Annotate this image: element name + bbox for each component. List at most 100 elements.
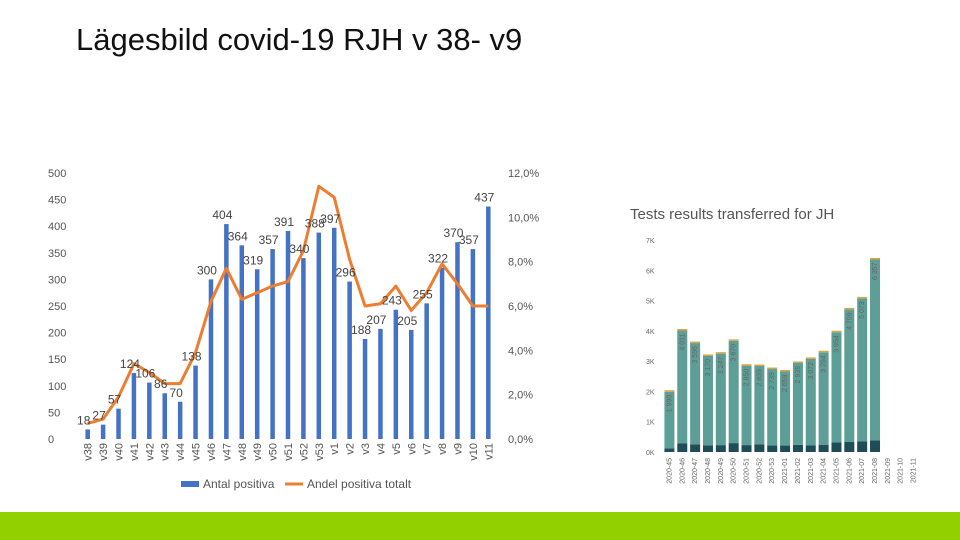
side-bar-cap (767, 367, 778, 370)
side-x-tick-label: 2021-09 (885, 458, 892, 484)
y-left-tick-label: 50 (48, 407, 60, 419)
side-bar-value-label: 3 670 (731, 344, 738, 362)
bar-data-label: 364 (228, 229, 248, 243)
bar-data-label: 70 (169, 386, 183, 400)
side-y-tick-label: 4K (646, 329, 655, 336)
side-x-tick-label: 2021-11 (911, 458, 918, 483)
bar-data-label: 243 (382, 294, 402, 308)
side-bar-total (690, 343, 701, 445)
side-x-tick-label: 2021-06 (846, 458, 853, 484)
bar-antal-positiva (208, 279, 214, 439)
side-y-tick-label: 1K (646, 420, 655, 427)
side-bar-positive (844, 442, 855, 452)
bar-data-label: 255 (413, 287, 433, 301)
bar-data-label: 27 (92, 409, 106, 423)
side-bar-cap (831, 330, 842, 333)
bar-antal-positiva (362, 338, 368, 439)
y-right-tick-label: 4,0% (508, 345, 533, 357)
bar-antal-positiva (100, 424, 106, 439)
bar-data-label: 397 (320, 212, 340, 226)
bar-antal-positiva (439, 267, 445, 439)
side-bar-total (664, 391, 675, 449)
side-bar-value-label: 6 357 (872, 262, 879, 280)
bar-data-label: 404 (212, 208, 232, 222)
side-bar-cap (780, 369, 791, 372)
y-left-tick-label: 350 (48, 248, 66, 260)
bar-data-label: 138 (182, 350, 202, 364)
side-bar-cap (690, 341, 701, 344)
side-bar-value-label: 5 073 (859, 301, 866, 319)
bar-antal-positiva (270, 249, 275, 439)
side-bar-total (805, 358, 816, 446)
side-bar-positive (664, 448, 675, 452)
bar-antal-positiva (239, 245, 245, 439)
side-bar-value-label: 3 294 (821, 355, 828, 373)
side-x-tick-label: 2020-47 (692, 458, 699, 484)
x-tick-label: v9 (452, 443, 464, 455)
side-x-tick-label: 2021-07 (859, 458, 866, 484)
side-bar-total (715, 353, 726, 446)
x-tick-label: v4 (375, 443, 387, 455)
bar-data-label: 357 (459, 233, 479, 247)
side-bar-total (741, 365, 752, 446)
bar-antal-positiva (147, 382, 152, 439)
side-x-tick-label: 2021-05 (833, 458, 840, 484)
side-bar-value-label: 3 247 (718, 357, 725, 375)
bar-antal-positiva (393, 309, 399, 439)
x-tick-label: v38 (83, 443, 95, 461)
side-bar-value-label: 3 072 (808, 362, 815, 380)
bar-antal-positiva (316, 232, 322, 439)
side-bar-total (754, 366, 765, 445)
side-x-tick-label: 2021-04 (821, 458, 828, 484)
x-tick-label: v39 (98, 443, 110, 461)
x-tick-label: v49 (252, 443, 264, 461)
bar-data-label: 300 (197, 263, 217, 277)
bar-data-label: 357 (259, 233, 279, 247)
side-x-tick-label: 2021-10 (898, 458, 905, 484)
x-tick-label: v6 (406, 443, 418, 455)
y-left-tick-label: 450 (48, 195, 66, 207)
side-bar-value-label: 2 739 (769, 372, 776, 390)
y-left-tick-label: 0 (48, 434, 54, 446)
side-bar-positive (728, 443, 739, 452)
side-bar-value-label: 2 659 (782, 374, 789, 392)
side-bar-value-label: 4 709 (846, 312, 853, 330)
x-tick-label: v42 (144, 443, 156, 461)
bar-antal-positiva (254, 269, 260, 439)
y-left-tick-label: 500 (48, 168, 66, 180)
x-tick-label: v44 (175, 443, 187, 461)
side-bar-positive (677, 443, 688, 452)
side-bar-positive (857, 441, 868, 452)
side-y-tick-label: 5K (646, 299, 655, 306)
side-bar-total (870, 259, 881, 441)
y-left-tick-label: 300 (48, 274, 66, 286)
bar-data-label: 18 (77, 413, 91, 427)
bottom-accent-bar (0, 512, 960, 540)
x-tick-label: v1 (329, 443, 341, 455)
side-x-tick-label: 2021-01 (782, 458, 789, 484)
bar-antal-positiva (116, 408, 121, 439)
side-bar-total (792, 362, 803, 445)
bar-antal-positiva (177, 401, 183, 439)
side-bar-value-label: 4 011 (679, 333, 686, 350)
side-bar-value-label: 2 839 (756, 369, 763, 387)
x-tick-label: v50 (268, 443, 280, 461)
bar-data-label: 391 (274, 215, 294, 229)
y-left-tick-label: 200 (48, 328, 66, 340)
side-x-tick-label: 2020-49 (718, 458, 725, 484)
side-bar-total (831, 332, 842, 443)
x-tick-label: v11 (483, 443, 495, 460)
side-chart-title: Tests results transferred for JH (630, 206, 834, 223)
bar-data-label: 340 (289, 242, 309, 256)
side-bar-positive (818, 445, 829, 452)
bar-data-label: 205 (397, 314, 417, 328)
bar-antal-positiva (285, 230, 291, 439)
x-tick-label: v48 (237, 443, 249, 461)
side-bar-total (818, 352, 829, 446)
side-bar-positive (870, 440, 881, 452)
bar-antal-positiva (347, 281, 352, 439)
side-bar-cap (792, 361, 803, 363)
line-andel-positiva (87, 184, 489, 425)
side-bar-total (728, 340, 739, 444)
